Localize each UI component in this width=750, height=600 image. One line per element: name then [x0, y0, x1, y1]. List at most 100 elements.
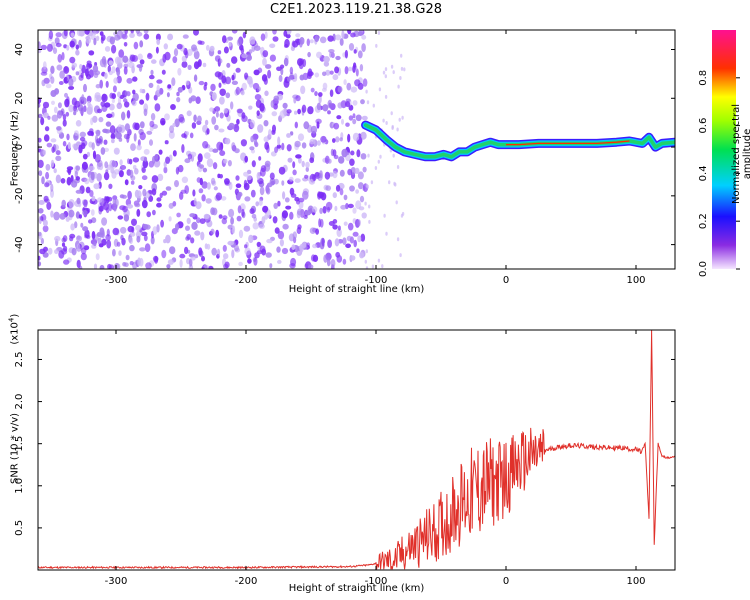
noise-speckle	[396, 127, 399, 132]
noise-speckle	[295, 33, 301, 38]
noise-speckle	[212, 207, 218, 216]
noise-speckle	[82, 226, 89, 232]
noise-speckle	[203, 213, 210, 219]
noise-speckle	[122, 55, 129, 63]
noise-speckle	[240, 139, 247, 147]
noise-speckle	[143, 108, 148, 117]
noise-speckle	[55, 32, 62, 38]
noise-speckle	[134, 203, 141, 208]
noise-speckle	[350, 255, 356, 261]
noise-speckle	[105, 121, 112, 127]
noise-speckle	[166, 264, 171, 269]
noise-speckle	[169, 125, 175, 134]
noise-speckle	[218, 82, 222, 88]
noise-speckle	[325, 185, 332, 191]
noise-speckle	[248, 49, 253, 54]
noise-speckle	[299, 37, 305, 45]
noise-speckle	[222, 215, 228, 220]
noise-speckle	[385, 231, 388, 236]
noise-speckle	[274, 146, 279, 153]
noise-speckle	[344, 66, 349, 75]
noise-speckle	[122, 262, 127, 267]
noise-speckle	[62, 119, 67, 127]
noise-speckle	[101, 217, 108, 226]
noise-speckle	[228, 208, 235, 218]
noise-speckle	[194, 230, 201, 236]
noise-speckle	[109, 36, 116, 45]
noise-speckle	[289, 66, 294, 75]
noise-speckle	[359, 195, 365, 203]
noise-speckle	[196, 217, 201, 224]
noise-speckle	[209, 107, 214, 112]
noise-speckle	[46, 142, 53, 148]
noise-speckle	[140, 156, 147, 162]
noise-speckle	[155, 33, 161, 41]
noise-speckle	[149, 120, 155, 128]
noise-speckle	[254, 42, 259, 48]
noise-speckle	[348, 43, 355, 51]
noise-speckle	[198, 80, 205, 86]
noise-speckle	[286, 76, 291, 82]
noise-speckle	[223, 253, 229, 260]
noise-speckle	[63, 66, 70, 74]
noise-speckle	[329, 89, 334, 97]
noise-speckle	[42, 219, 48, 227]
noise-speckle	[255, 201, 259, 207]
noise-speckle	[59, 213, 66, 220]
noise-speckle	[100, 147, 106, 155]
noise-speckle	[117, 91, 121, 98]
noise-speckle	[163, 166, 168, 174]
noise-speckle	[231, 225, 236, 234]
noise-speckle	[337, 86, 343, 93]
noise-speckle	[342, 258, 347, 265]
noise-speckle	[101, 56, 107, 65]
noise-speckle	[270, 151, 277, 157]
noise-speckle	[129, 261, 134, 266]
noise-speckle	[306, 242, 311, 247]
noise-speckle	[388, 180, 391, 185]
noise-speckle	[343, 79, 347, 86]
noise-speckle	[121, 237, 126, 246]
noise-speckle	[228, 41, 232, 47]
noise-speckle	[276, 144, 281, 149]
noise-speckle	[327, 239, 332, 248]
noise-speckle	[139, 121, 145, 129]
noise-speckle	[323, 61, 330, 67]
noise-speckle	[184, 158, 191, 164]
noise-speckle	[124, 179, 129, 186]
noise-speckle	[88, 165, 95, 171]
noise-speckle	[400, 66, 404, 71]
noise-speckle	[46, 43, 53, 52]
noise-speckle	[109, 125, 116, 135]
noise-speckle	[181, 133, 187, 138]
noise-speckle	[215, 111, 219, 118]
noise-speckle	[345, 101, 351, 108]
noise-speckle	[116, 102, 123, 110]
noise-speckle	[251, 44, 256, 52]
noise-speckle	[226, 62, 231, 68]
noise-speckle	[40, 237, 45, 245]
noise-speckle	[111, 160, 117, 169]
noise-speckle	[91, 195, 96, 202]
noise-speckle	[352, 65, 356, 73]
noise-speckle	[61, 242, 66, 247]
noise-speckle	[134, 168, 139, 175]
noise-speckle	[55, 150, 61, 156]
noise-speckle	[279, 110, 286, 119]
noise-speckle	[347, 222, 354, 231]
noise-speckle	[38, 97, 42, 104]
noise-speckle	[329, 70, 334, 75]
noise-speckle	[241, 53, 248, 59]
noise-speckle	[211, 116, 217, 125]
noise-speckle	[269, 172, 275, 180]
noise-speckle	[50, 90, 57, 97]
noise-speckle	[111, 98, 116, 104]
noise-speckle	[198, 188, 204, 194]
noise-speckle	[97, 197, 103, 203]
noise-speckle	[284, 38, 290, 48]
noise-speckle	[113, 77, 119, 84]
noise-speckle	[76, 235, 82, 242]
noise-speckle	[80, 222, 84, 228]
noise-speckle	[335, 251, 341, 258]
noise-speckle	[231, 249, 235, 259]
